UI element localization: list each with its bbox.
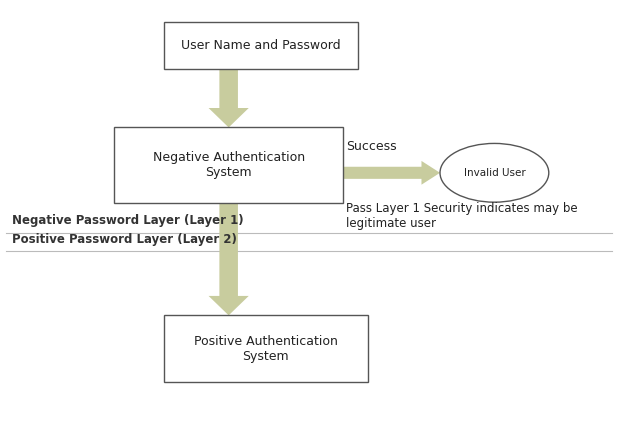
Text: User Name and Password: User Name and Password — [181, 39, 341, 52]
Ellipse shape — [440, 143, 549, 202]
Text: Negative Authentication
System: Negative Authentication System — [153, 151, 305, 179]
FancyArrow shape — [209, 203, 248, 315]
FancyArrow shape — [343, 161, 440, 185]
Text: Negative Password Layer (Layer 1): Negative Password Layer (Layer 1) — [12, 214, 244, 227]
Text: Pass Layer 1 Security indicates may be
legitimate user: Pass Layer 1 Security indicates may be l… — [346, 202, 578, 230]
Text: Success: Success — [346, 140, 397, 153]
Text: Positive Password Layer (Layer 2): Positive Password Layer (Layer 2) — [12, 233, 237, 246]
FancyBboxPatch shape — [114, 127, 343, 203]
FancyBboxPatch shape — [164, 22, 358, 69]
FancyArrow shape — [209, 69, 248, 127]
Text: Invalid User: Invalid User — [464, 168, 525, 178]
FancyBboxPatch shape — [164, 315, 368, 382]
Text: Positive Authentication
System: Positive Authentication System — [194, 335, 337, 363]
